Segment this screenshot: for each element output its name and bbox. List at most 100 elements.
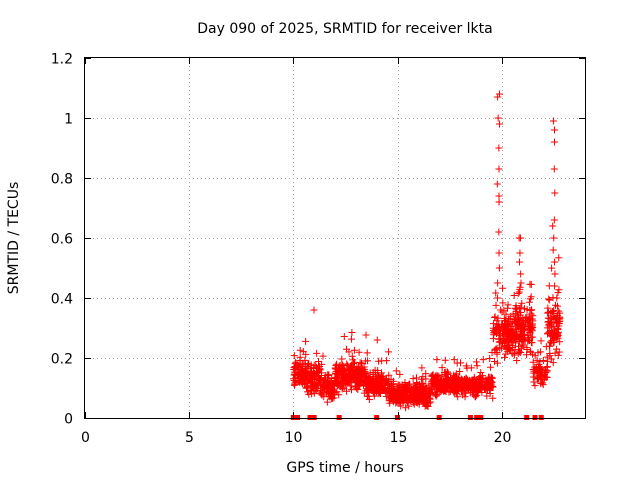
data-point xyxy=(448,384,456,392)
zero-marker xyxy=(374,415,380,420)
data-point xyxy=(543,357,551,365)
data-point xyxy=(491,313,499,321)
data-point xyxy=(370,392,378,400)
y-tick-label: 0.8 xyxy=(51,172,73,188)
data-point xyxy=(527,310,535,318)
x-axis-label: GPS time / hours xyxy=(286,460,403,476)
data-point xyxy=(469,376,477,384)
data-point xyxy=(362,331,370,339)
data-point xyxy=(555,307,563,315)
data-point xyxy=(495,264,503,272)
data-point xyxy=(486,383,494,391)
data-point xyxy=(475,377,483,385)
data-point xyxy=(514,289,522,297)
data-point xyxy=(477,368,485,376)
data-point xyxy=(487,363,495,371)
data-point xyxy=(548,264,556,272)
data-point xyxy=(323,374,331,382)
data-point xyxy=(356,359,364,367)
data-point xyxy=(495,165,503,173)
data-point xyxy=(499,329,507,337)
data-point xyxy=(318,374,326,382)
data-point xyxy=(529,358,537,366)
data-point xyxy=(329,394,337,402)
data-point xyxy=(439,385,447,393)
data-point xyxy=(499,284,507,292)
data-point xyxy=(547,338,555,346)
data-point xyxy=(503,337,511,345)
data-point xyxy=(495,144,503,152)
data-point xyxy=(315,357,323,365)
data-point xyxy=(544,304,552,312)
data-point xyxy=(492,289,500,297)
data-point xyxy=(421,402,429,410)
data-point xyxy=(350,346,358,354)
data-point xyxy=(441,356,449,364)
data-point xyxy=(393,396,401,404)
data-point xyxy=(385,371,393,379)
data-point xyxy=(331,377,339,385)
data-point xyxy=(303,383,311,391)
data-point xyxy=(504,328,512,336)
data-point xyxy=(344,361,352,369)
data-point xyxy=(476,384,484,392)
data-point xyxy=(432,392,440,400)
data-point xyxy=(405,402,413,410)
data-point xyxy=(545,320,553,328)
data-point xyxy=(411,387,419,395)
data-point xyxy=(507,312,515,320)
data-point xyxy=(518,299,526,307)
data-point xyxy=(555,286,563,294)
data-point xyxy=(495,90,503,98)
data-point xyxy=(493,350,501,358)
zero-marker xyxy=(524,415,530,420)
data-point xyxy=(551,282,559,290)
data-point xyxy=(364,357,372,365)
data-point xyxy=(517,325,525,333)
zero-marker xyxy=(474,415,480,420)
data-point xyxy=(398,395,406,403)
data-point xyxy=(444,379,452,387)
data-point xyxy=(302,337,310,345)
data-point xyxy=(352,383,360,391)
zero-marker xyxy=(336,415,342,420)
data-point xyxy=(499,330,507,338)
data-point xyxy=(290,365,298,373)
data-point xyxy=(382,376,390,384)
data-point xyxy=(361,368,369,376)
data-point xyxy=(549,359,557,367)
data-point xyxy=(556,338,564,346)
data-point xyxy=(450,371,458,379)
data-points xyxy=(290,90,564,420)
data-point xyxy=(514,321,522,329)
data-point xyxy=(513,356,521,364)
zero-marker xyxy=(538,415,544,420)
data-point xyxy=(357,359,365,367)
data-point xyxy=(419,379,427,387)
data-point xyxy=(521,337,529,345)
data-point xyxy=(496,120,504,128)
zero-marker xyxy=(467,415,473,420)
data-point xyxy=(511,346,519,354)
data-point xyxy=(425,391,433,399)
data-point xyxy=(408,392,416,400)
data-point xyxy=(396,389,404,397)
data-point xyxy=(323,398,331,406)
data-point xyxy=(502,321,510,329)
data-point xyxy=(296,346,304,354)
data-point xyxy=(529,366,537,374)
data-point xyxy=(499,299,507,307)
data-point xyxy=(313,349,321,357)
data-point xyxy=(338,355,346,363)
data-point xyxy=(438,382,446,390)
data-point xyxy=(489,394,497,402)
data-point xyxy=(539,379,547,387)
data-point xyxy=(302,379,310,387)
data-point xyxy=(356,373,364,381)
data-point xyxy=(353,378,361,386)
data-point xyxy=(390,393,398,401)
data-point xyxy=(377,374,385,382)
data-point xyxy=(443,368,451,376)
data-point xyxy=(333,388,341,396)
